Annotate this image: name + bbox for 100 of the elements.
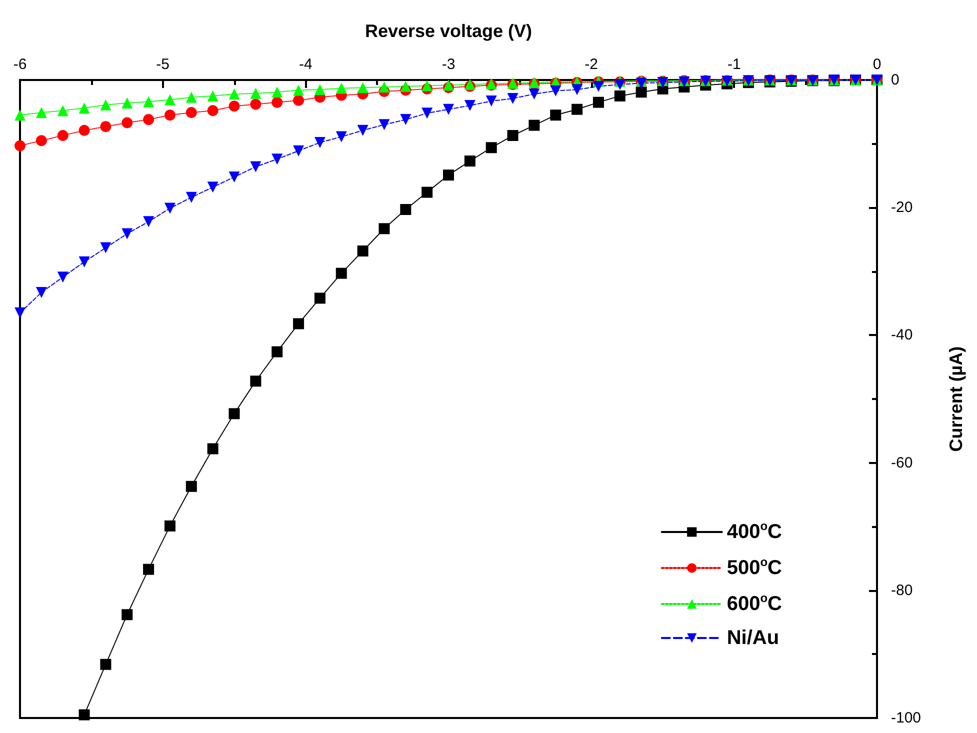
point <box>78 256 90 268</box>
point <box>164 94 176 106</box>
point <box>100 242 112 254</box>
y-tick-label: -100 <box>891 710 922 726</box>
point <box>464 156 476 167</box>
point <box>186 92 197 103</box>
point <box>378 223 390 234</box>
point <box>272 346 283 358</box>
point <box>314 137 326 148</box>
point <box>78 709 90 720</box>
point <box>143 216 154 228</box>
point <box>36 286 47 298</box>
point <box>507 93 518 104</box>
point <box>400 80 412 92</box>
point <box>550 110 562 121</box>
point <box>250 88 262 99</box>
point <box>186 480 197 492</box>
x-tick-label: 0 <box>872 56 882 73</box>
x-tick-label: -1 <box>727 56 741 73</box>
y-tick-label: -60 <box>891 454 913 472</box>
point <box>143 114 154 126</box>
y-axis-title: Current (µA) <box>946 346 966 452</box>
point <box>272 96 283 108</box>
point <box>378 119 390 130</box>
point <box>228 100 240 112</box>
point <box>486 142 497 154</box>
point <box>36 135 47 146</box>
point <box>164 202 176 214</box>
point <box>293 318 304 330</box>
point <box>400 114 412 126</box>
point <box>207 105 218 116</box>
point <box>314 292 326 304</box>
point <box>207 90 218 102</box>
point <box>14 110 26 121</box>
point <box>143 96 154 108</box>
point <box>422 108 433 119</box>
point <box>100 658 112 670</box>
y-tick-label: -80 <box>891 582 913 599</box>
legend-label: Ni/Au <box>726 627 780 649</box>
point <box>293 84 304 96</box>
point <box>507 130 518 142</box>
point <box>207 443 218 454</box>
point <box>528 88 540 100</box>
point <box>614 90 626 102</box>
point <box>100 121 112 132</box>
point <box>122 97 133 108</box>
point <box>443 80 454 91</box>
point <box>293 145 304 156</box>
point <box>57 130 68 142</box>
point <box>357 124 368 136</box>
x-tick-label: -2 <box>584 56 598 73</box>
point <box>550 85 562 96</box>
point <box>357 245 368 256</box>
point <box>122 117 133 128</box>
point <box>228 408 240 420</box>
point <box>443 170 454 181</box>
point <box>57 105 68 116</box>
x-tick-label: -6 <box>13 56 27 73</box>
point <box>293 94 304 106</box>
point <box>250 376 262 387</box>
x-tick-label: -5 <box>156 56 170 73</box>
point <box>422 80 433 92</box>
y-tick-label: -20 <box>891 199 913 216</box>
point <box>122 228 133 240</box>
point <box>378 82 390 93</box>
point <box>528 120 540 131</box>
x-tick-label: -3 <box>442 56 456 73</box>
point <box>78 124 90 136</box>
point <box>122 609 133 620</box>
point <box>143 564 154 575</box>
point <box>186 107 197 118</box>
point <box>592 96 604 108</box>
point <box>228 88 240 100</box>
point <box>400 204 412 216</box>
point <box>636 86 647 98</box>
point <box>164 520 176 532</box>
point <box>422 186 433 198</box>
point <box>357 82 368 94</box>
y-tick-label: -40 <box>891 326 913 344</box>
point <box>592 80 604 92</box>
point <box>272 86 283 98</box>
point <box>464 100 476 112</box>
point <box>572 104 583 115</box>
point <box>228 171 240 182</box>
point <box>572 84 583 96</box>
point <box>486 96 497 107</box>
point <box>100 99 112 110</box>
x-axis-title: Reverse voltage (V) <box>364 21 532 41</box>
point <box>336 131 347 142</box>
point <box>78 102 90 114</box>
point <box>250 98 262 110</box>
point <box>250 161 262 172</box>
point <box>207 182 218 193</box>
point <box>272 154 283 165</box>
point <box>443 104 454 115</box>
point <box>336 82 347 94</box>
point <box>14 140 26 152</box>
point <box>14 307 26 318</box>
point <box>36 107 47 118</box>
point <box>614 78 626 90</box>
